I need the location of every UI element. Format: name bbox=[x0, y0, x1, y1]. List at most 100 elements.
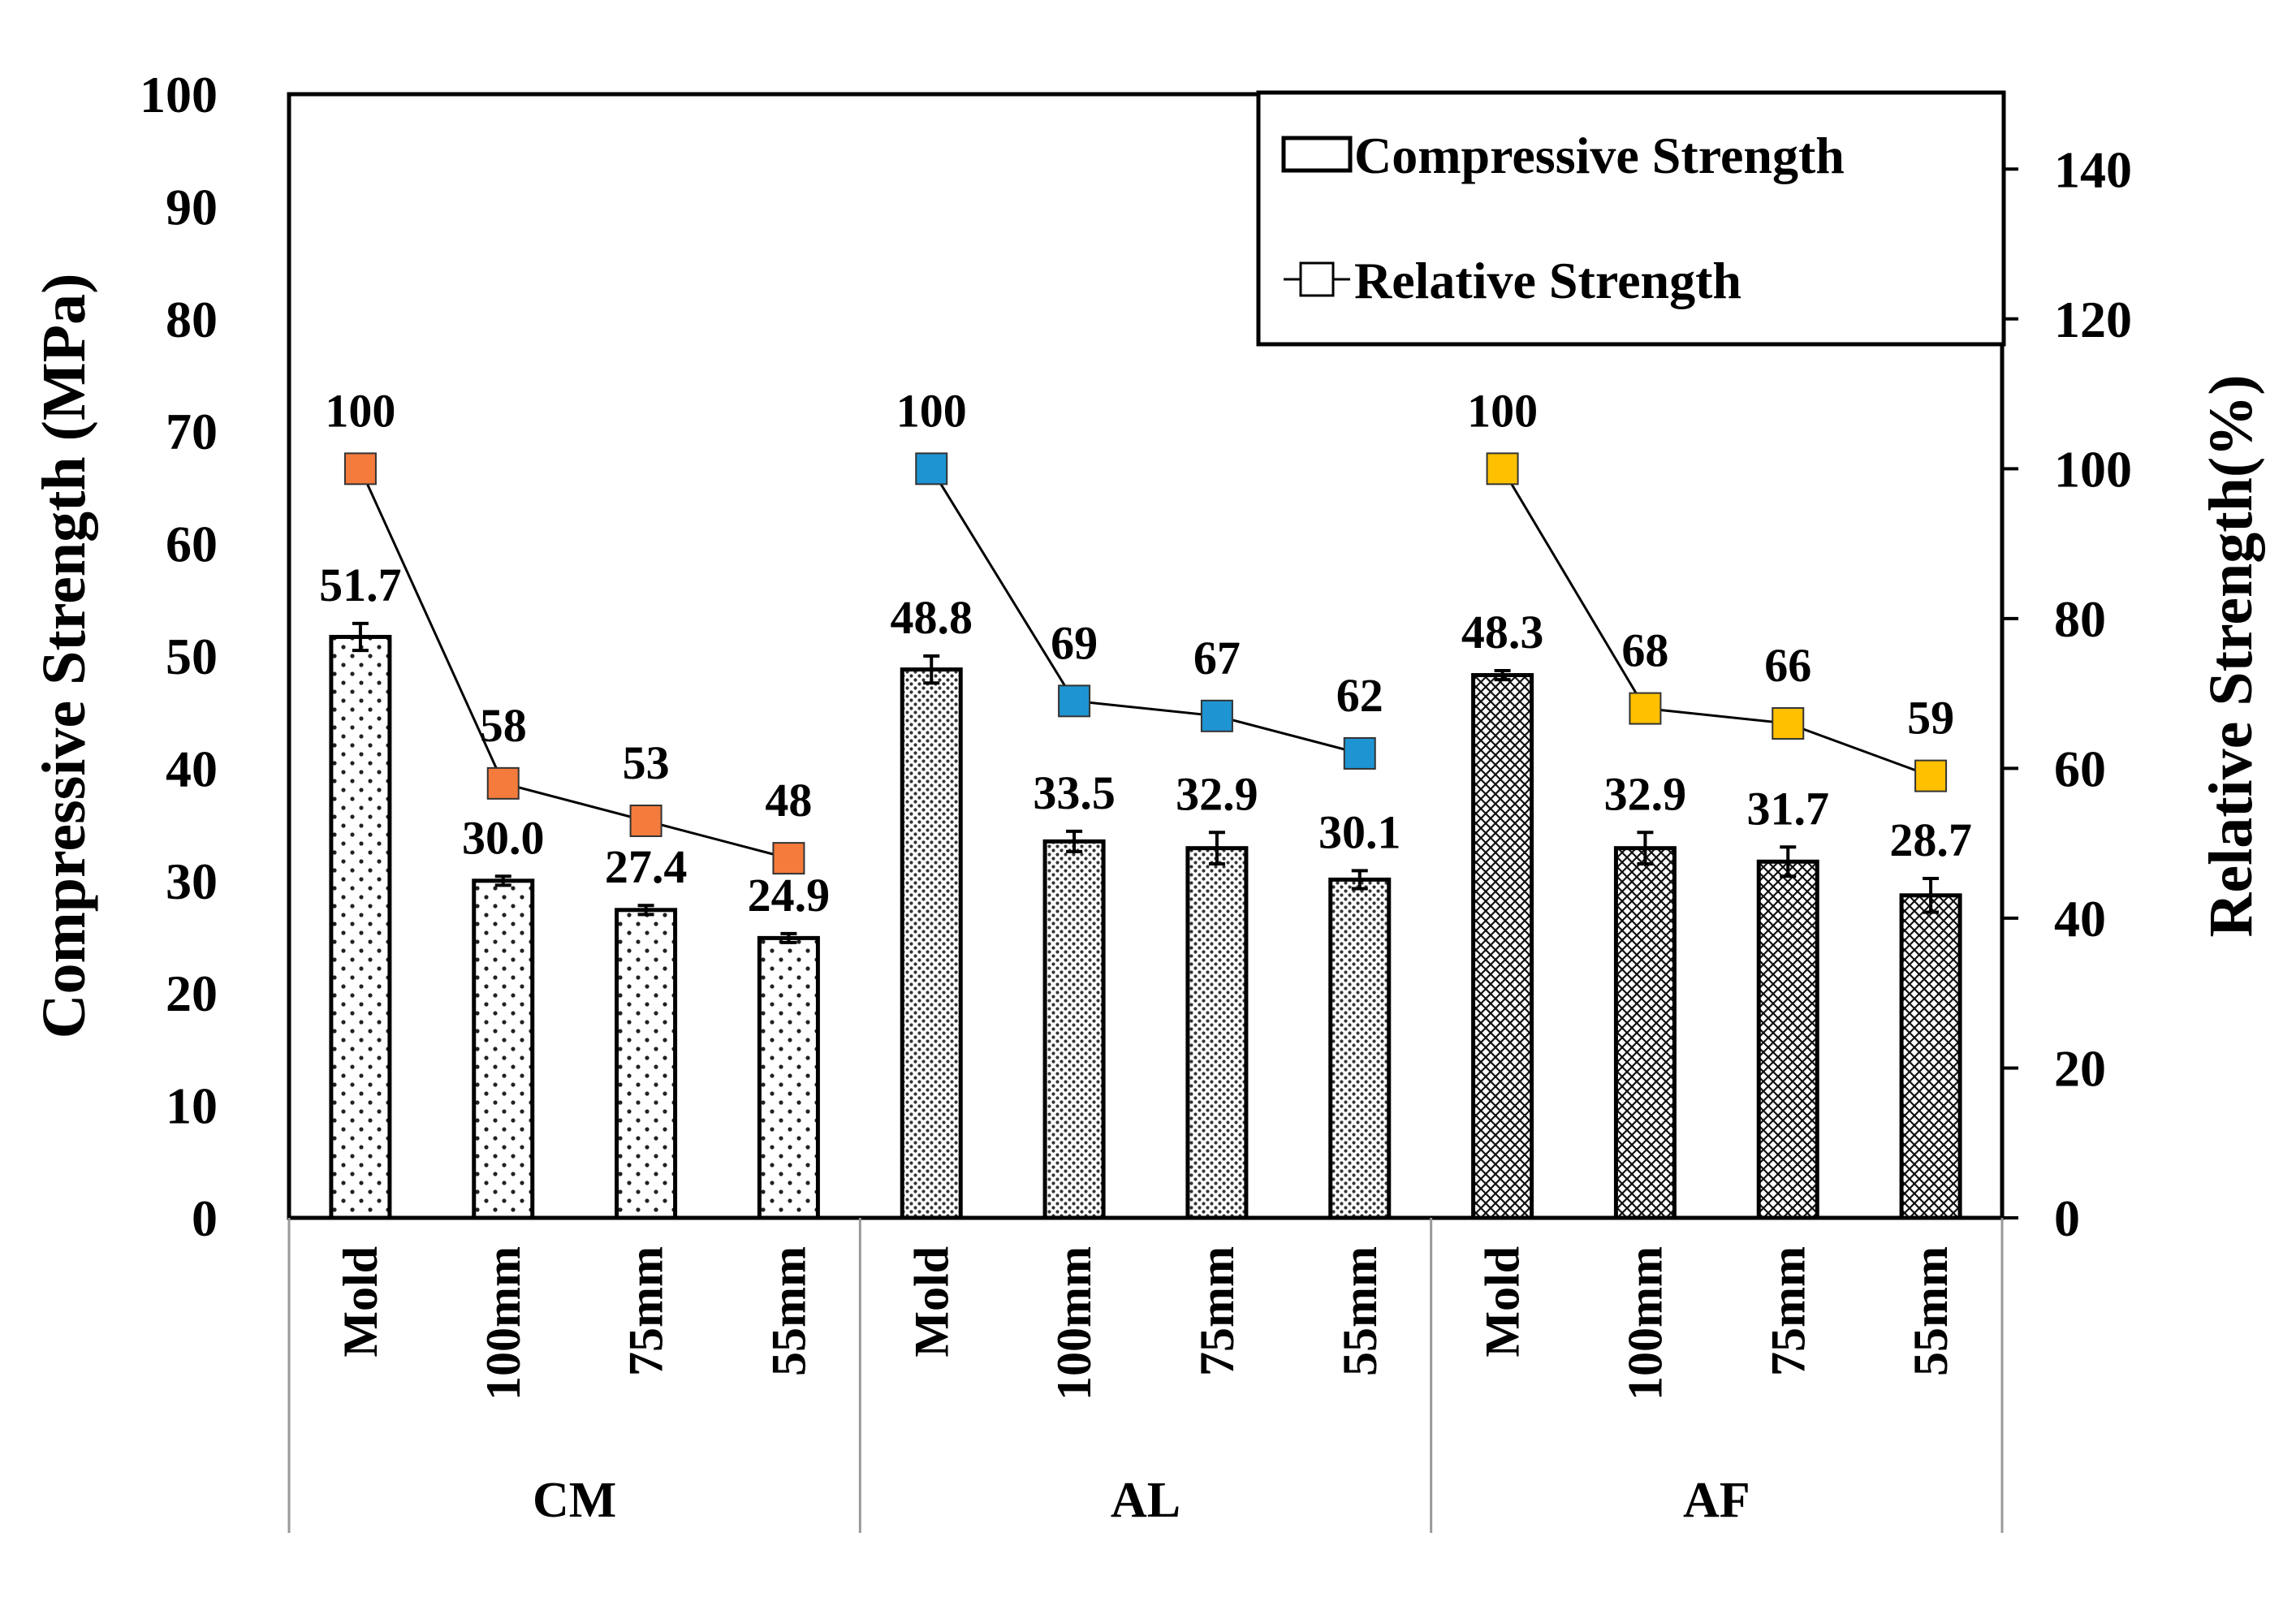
group-label: AF bbox=[1683, 1473, 1750, 1528]
y-right-tick-label: 0 bbox=[2054, 1189, 2080, 1247]
legend-line-label: Relative Strength bbox=[1354, 252, 1741, 309]
relative-value-label: 67 bbox=[1193, 632, 1241, 684]
bars bbox=[329, 634, 1962, 1220]
category-label: 100mm bbox=[477, 1246, 530, 1401]
y-left-title: Compressive Strength (MPa) bbox=[30, 274, 98, 1039]
relative-value-label: 100 bbox=[325, 384, 395, 437]
bar-value-label: 27.4 bbox=[605, 840, 688, 893]
category-label: Mold bbox=[334, 1246, 387, 1357]
category-label: Mold bbox=[904, 1246, 958, 1357]
y-right-tick-label: 120 bbox=[2054, 291, 2132, 348]
bar-value-labels: 51.7 30.0 27.4 24.9 48.8 33.5 32.9 30.1 48.3 32.9… bbox=[319, 559, 1972, 922]
group-label: AL bbox=[1111, 1473, 1180, 1528]
group-label: CM bbox=[533, 1473, 616, 1528]
bar-value-label: 30.1 bbox=[1318, 805, 1401, 858]
category-label: 55mm bbox=[762, 1246, 815, 1376]
category-label: 75mm bbox=[1190, 1246, 1244, 1376]
bar bbox=[1328, 877, 1392, 1220]
y-left-tick-label: 70 bbox=[166, 403, 218, 460]
relative-marker bbox=[1058, 684, 1091, 718]
relative-value-labels: 100 58 53 48 100 69 67 62 100 68 66 59 bbox=[325, 384, 1954, 827]
relative-marker bbox=[343, 452, 377, 486]
relative-value-label: 53 bbox=[623, 736, 670, 789]
relative-marker bbox=[1629, 692, 1662, 725]
legend-bar-label: Compressive Strength bbox=[1354, 127, 1845, 184]
bar bbox=[1042, 839, 1106, 1220]
bar bbox=[1613, 846, 1677, 1220]
right-axis-ticks: 0 20 40 60 80 100 120 140 bbox=[2002, 140, 2132, 1247]
y-left-tick-label: 80 bbox=[166, 291, 218, 348]
relative-lines bbox=[359, 468, 1931, 860]
y-right-title: Relative Strength(%) bbox=[2197, 374, 2265, 937]
y-left-tick-label: 30 bbox=[166, 852, 218, 910]
relative-line bbox=[359, 468, 789, 860]
y-right-tick-label: 40 bbox=[2054, 890, 2106, 947]
bar-value-label: 31.7 bbox=[1747, 782, 1830, 835]
category-label: Mold bbox=[1476, 1246, 1530, 1357]
relative-marker bbox=[772, 842, 805, 875]
y-left-tick-label: 0 bbox=[192, 1189, 218, 1247]
legend-box bbox=[1256, 90, 2006, 347]
relative-marker bbox=[629, 804, 662, 837]
relative-marker bbox=[486, 766, 520, 800]
category-label: 75mm bbox=[1761, 1246, 1815, 1376]
left-axis-ticks: 0 10 20 30 40 50 60 70 80 90 100 bbox=[140, 66, 218, 1247]
legend-bar-swatch-icon bbox=[1281, 136, 1353, 173]
relative-value-label: 68 bbox=[1621, 624, 1668, 677]
y-right-tick-label: 20 bbox=[2054, 1039, 2106, 1097]
y-right-tick-label: 80 bbox=[2054, 590, 2106, 648]
y-left-tick-label: 100 bbox=[140, 66, 218, 123]
bar bbox=[1185, 846, 1249, 1220]
plot-frame bbox=[287, 92, 2005, 1220]
bar bbox=[900, 667, 963, 1220]
category-label: 100mm bbox=[1047, 1246, 1101, 1401]
relative-marker bbox=[1772, 707, 1805, 740]
bar bbox=[615, 908, 678, 1220]
relative-marker bbox=[915, 452, 948, 486]
bar-value-label: 24.9 bbox=[748, 869, 831, 922]
bar-value-label: 32.9 bbox=[1176, 767, 1258, 820]
relative-line bbox=[1501, 468, 1931, 778]
category-label: 100mm bbox=[1618, 1246, 1672, 1401]
relative-line bbox=[930, 468, 1361, 755]
legend: Compressive Strength Relative Strength bbox=[1256, 90, 2006, 347]
bar bbox=[1756, 859, 1819, 1220]
relative-marker bbox=[1486, 452, 1519, 486]
y-left-tick-label: 20 bbox=[166, 965, 218, 1022]
relative-marker bbox=[1343, 736, 1376, 770]
relative-value-label: 100 bbox=[1467, 384, 1538, 437]
bar bbox=[1471, 673, 1534, 1220]
bar-value-label: 48.3 bbox=[1461, 606, 1544, 658]
error-bars bbox=[352, 621, 1940, 944]
y-left-tick-label: 40 bbox=[166, 740, 218, 797]
bar bbox=[472, 878, 535, 1220]
bar-value-label: 48.8 bbox=[891, 591, 973, 644]
bar-value-label: 32.9 bbox=[1604, 767, 1687, 820]
bar-value-label: 33.5 bbox=[1033, 766, 1116, 819]
relative-marker bbox=[1914, 759, 1948, 792]
relative-value-label: 62 bbox=[1336, 669, 1383, 722]
relative-value-label: 58 bbox=[480, 699, 527, 752]
category-label: 55mm bbox=[1904, 1246, 1957, 1376]
category-axis: CM Mold 100mm 75mm 55mm AL Mold 100mm 75mm 55mm AF… bbox=[287, 1218, 2004, 1533]
bar-value-label: 28.7 bbox=[1889, 814, 1972, 866]
relative-value-label: 59 bbox=[1907, 692, 1954, 745]
y-right-tick-label: 60 bbox=[2054, 740, 2106, 797]
y-left-tick-label: 10 bbox=[166, 1077, 218, 1135]
bar bbox=[757, 935, 820, 1220]
y-left-tick-label: 90 bbox=[166, 178, 218, 235]
y-left-tick-label: 50 bbox=[166, 628, 218, 685]
bar bbox=[1899, 893, 1962, 1220]
relative-marker bbox=[1200, 699, 1233, 732]
category-label: 55mm bbox=[1333, 1246, 1387, 1376]
legend-marker-icon bbox=[1299, 261, 1335, 297]
bar-value-label: 51.7 bbox=[319, 559, 402, 611]
relative-value-label: 48 bbox=[765, 774, 812, 827]
category-label: 75mm bbox=[619, 1246, 673, 1376]
y-right-tick-label: 100 bbox=[2054, 440, 2132, 498]
bar-value-label: 30.0 bbox=[462, 811, 545, 864]
relative-value-label: 66 bbox=[1764, 639, 1811, 692]
relative-value-label: 100 bbox=[896, 384, 967, 437]
y-left-tick-label: 60 bbox=[166, 516, 218, 573]
